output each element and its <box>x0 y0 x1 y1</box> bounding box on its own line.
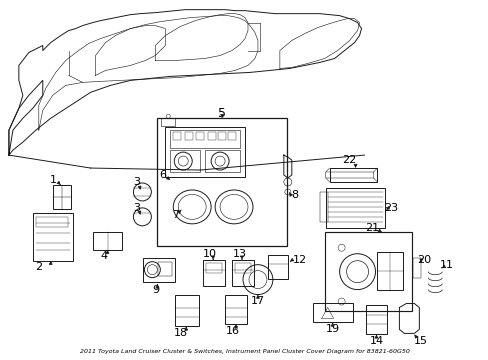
Bar <box>170 150 200 172</box>
Text: 4: 4 <box>100 251 107 261</box>
Bar <box>235 263 250 273</box>
Bar <box>325 188 385 228</box>
Bar <box>365 305 386 334</box>
Bar <box>267 255 287 279</box>
Text: 6: 6 <box>159 170 165 180</box>
Bar <box>312 302 352 323</box>
Bar <box>92 232 122 250</box>
Text: 2011 Toyota Land Cruiser Cluster & Switches, Instrument Panel Cluster Cover Diag: 2011 Toyota Land Cruiser Cluster & Switc… <box>80 349 408 354</box>
Bar <box>36 217 67 227</box>
Bar <box>173 132 181 140</box>
Text: 9: 9 <box>151 284 159 294</box>
Bar <box>329 168 377 182</box>
Text: 7: 7 <box>171 210 179 220</box>
Text: 17: 17 <box>250 296 264 306</box>
Bar <box>218 132 225 140</box>
Text: 10: 10 <box>203 249 217 259</box>
Text: 19: 19 <box>325 324 339 334</box>
Bar <box>227 132 236 140</box>
Bar <box>175 294 199 327</box>
Text: 13: 13 <box>233 249 246 259</box>
Text: 2: 2 <box>35 262 42 272</box>
Text: 22: 22 <box>342 155 356 165</box>
Bar <box>205 150 240 172</box>
Bar <box>224 294 246 324</box>
Bar <box>324 232 411 311</box>
Text: 11: 11 <box>439 260 453 270</box>
Bar <box>203 260 224 285</box>
Bar <box>143 258 175 282</box>
Bar <box>33 213 73 261</box>
Text: 1: 1 <box>50 175 57 185</box>
Bar <box>412 258 421 278</box>
Bar <box>208 132 216 140</box>
Text: 16: 16 <box>225 327 240 336</box>
Text: 3: 3 <box>133 203 140 213</box>
Text: 8: 8 <box>291 190 298 200</box>
Text: 12: 12 <box>292 255 306 265</box>
Text: 5: 5 <box>218 107 225 120</box>
Bar <box>185 132 193 140</box>
Text: 21: 21 <box>365 223 379 233</box>
Bar <box>319 192 327 222</box>
Text: 15: 15 <box>413 336 427 346</box>
Text: 14: 14 <box>368 336 383 346</box>
Text: 3: 3 <box>133 177 140 187</box>
Bar <box>170 130 240 148</box>
Bar <box>158 262 172 276</box>
Bar <box>53 185 71 209</box>
Bar <box>206 263 222 273</box>
Text: 23: 23 <box>384 203 398 213</box>
Bar <box>165 127 244 177</box>
Bar <box>161 118 175 126</box>
Bar <box>196 132 203 140</box>
Bar <box>232 260 253 285</box>
Text: 20: 20 <box>416 255 430 265</box>
Bar <box>377 252 403 289</box>
Text: 18: 18 <box>174 328 188 338</box>
Bar <box>157 118 286 246</box>
